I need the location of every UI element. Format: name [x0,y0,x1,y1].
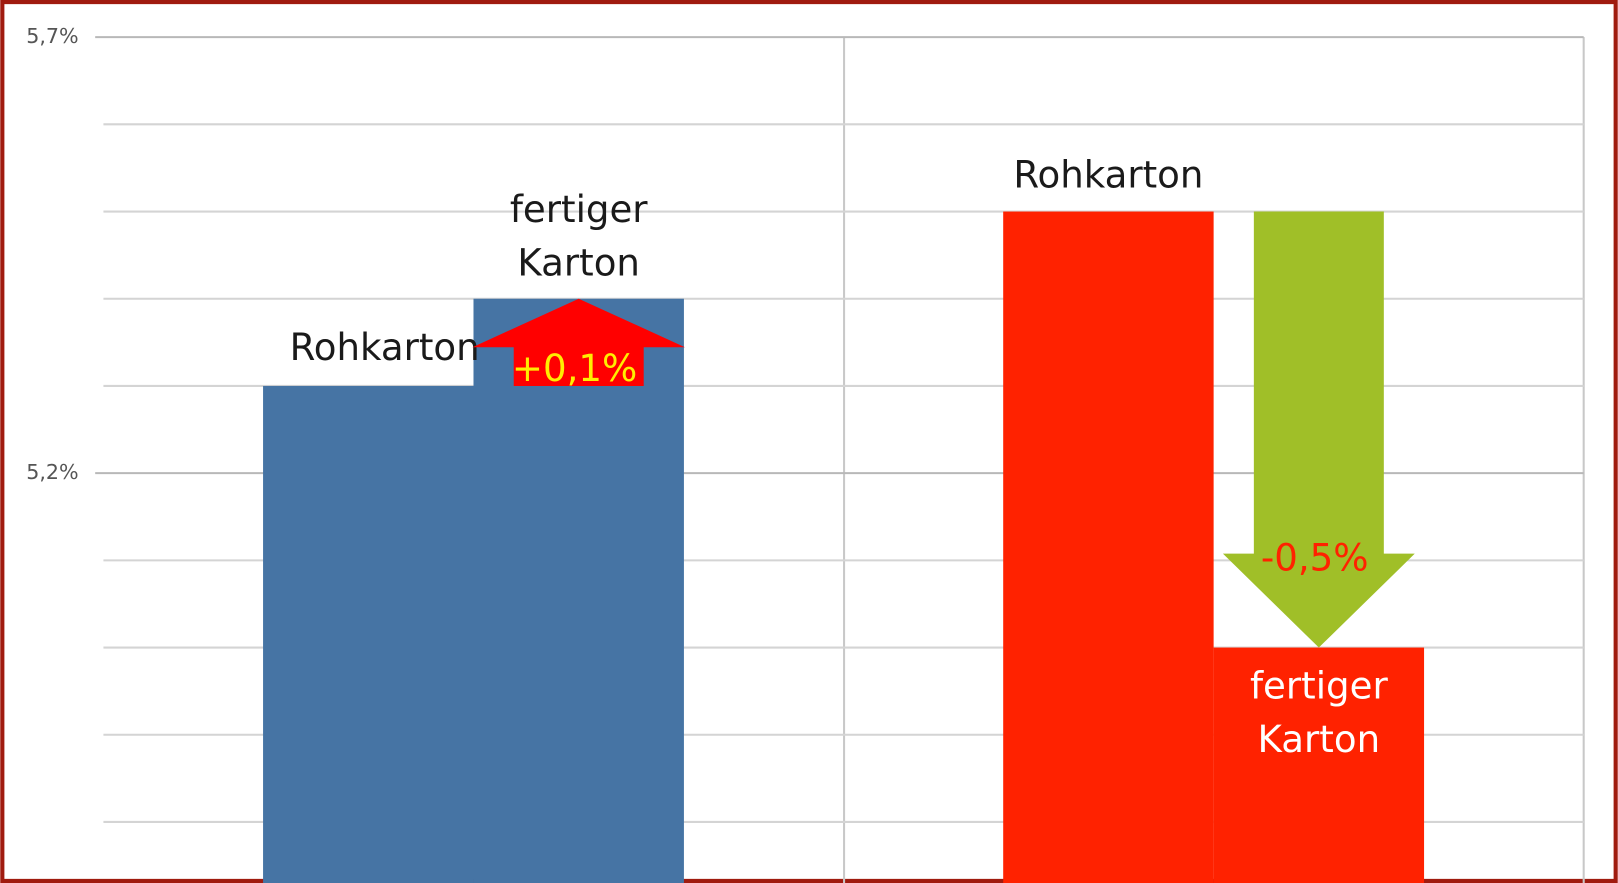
series-label: fertiger Karton [509,188,648,285]
y-tick-label: 5,7% [26,24,78,48]
bar [473,298,684,883]
bar [1213,647,1425,883]
change-label: +0,1% [512,347,637,390]
bar [1003,211,1214,883]
change-arrow [1222,211,1415,648]
series-label-box: Rohkarton [1013,154,1204,198]
series-label-box: fertiger Karton [1249,665,1388,762]
series-label: Rohkarton [1013,154,1204,198]
series-label: Rohkarton [289,327,480,370]
change-label: -0,5% [1261,536,1369,579]
series-label-box: fertiger Karton [509,188,648,285]
change-arrow [472,298,685,386]
y-tick-label: 5,2% [26,460,78,484]
bar [263,385,474,883]
series-label-box: Rohkarton [289,327,480,370]
series-label: fertiger Karton [1249,665,1388,762]
